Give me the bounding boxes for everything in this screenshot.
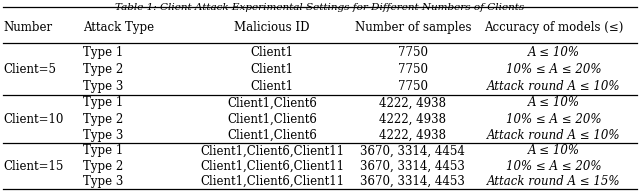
Text: Type 2: Type 2 [83,63,124,76]
Text: Client1,Client6: Client1,Client6 [227,96,317,109]
Text: Attack Type: Attack Type [83,21,154,35]
Text: Type 3: Type 3 [83,80,124,93]
Text: 3670, 3314, 4453: 3670, 3314, 4453 [360,175,465,188]
Text: Attack round A ≤ 15%: Attack round A ≤ 15% [487,175,620,188]
Text: Client1,Client6,Client11: Client1,Client6,Client11 [200,160,344,173]
Text: Type 2: Type 2 [83,160,124,173]
Text: Client1,Client6: Client1,Client6 [227,113,317,126]
Text: A ≤ 10%: A ≤ 10% [527,144,580,157]
Text: 7750: 7750 [398,46,428,58]
Text: Client=15: Client=15 [3,160,63,173]
Text: 7750: 7750 [398,63,428,76]
Text: Client1: Client1 [250,46,294,58]
Text: Number: Number [3,21,52,35]
Text: 10% ≤ A ≤ 20%: 10% ≤ A ≤ 20% [506,63,602,76]
Text: Malicious ID: Malicious ID [234,21,310,35]
Text: Client1: Client1 [250,80,294,93]
Text: 7750: 7750 [398,80,428,93]
Text: Type 2: Type 2 [83,113,124,126]
Text: Client=10: Client=10 [3,113,63,126]
Text: Accuracy of models (≤): Accuracy of models (≤) [484,21,623,35]
Text: Number of samples: Number of samples [355,21,471,35]
Text: Table 1: Client Attack Experimental Settings for Different Numbers of Clients: Table 1: Client Attack Experimental Sett… [115,3,525,12]
Text: 3670, 3314, 4453: 3670, 3314, 4453 [360,160,465,173]
Text: 10% ≤ A ≤ 20%: 10% ≤ A ≤ 20% [506,113,602,126]
Text: Attack round A ≤ 10%: Attack round A ≤ 10% [487,80,620,93]
Text: 3670, 3314, 4454: 3670, 3314, 4454 [360,144,465,157]
Text: A ≤ 10%: A ≤ 10% [527,46,580,58]
Text: 4222, 4938: 4222, 4938 [380,113,446,126]
Text: 10% ≤ A ≤ 20%: 10% ≤ A ≤ 20% [506,160,602,173]
Text: 4222, 4938: 4222, 4938 [380,129,446,142]
Text: Type 1: Type 1 [83,46,124,58]
Text: Client1,Client6,Client11: Client1,Client6,Client11 [200,175,344,188]
Text: Client1: Client1 [250,63,294,76]
Text: Client=5: Client=5 [3,63,56,76]
Text: Type 1: Type 1 [83,144,124,157]
Text: A ≤ 10%: A ≤ 10% [527,96,580,109]
Text: Type 1: Type 1 [83,96,124,109]
Text: Client1,Client6,Client11: Client1,Client6,Client11 [200,144,344,157]
Text: 4222, 4938: 4222, 4938 [380,96,446,109]
Text: Type 3: Type 3 [83,129,124,142]
Text: Attack round A ≤ 10%: Attack round A ≤ 10% [487,129,620,142]
Text: Client1,Client6: Client1,Client6 [227,129,317,142]
Text: Type 3: Type 3 [83,175,124,188]
